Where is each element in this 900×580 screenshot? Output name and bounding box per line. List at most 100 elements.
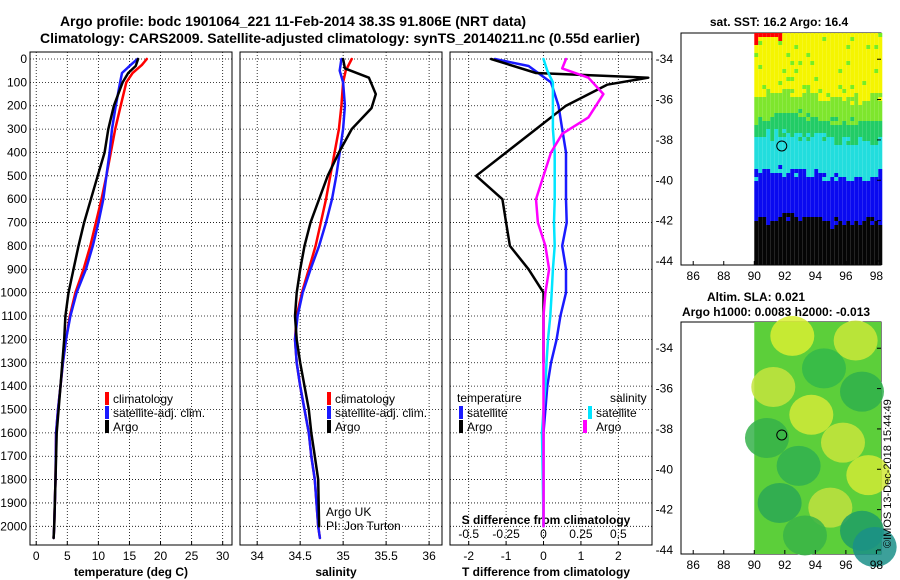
sst-cell [798,245,803,249]
sst-cell [866,193,871,197]
sst-cell [874,173,879,177]
sst-cell [830,89,835,93]
sst-cell [838,69,843,73]
sst-cell [762,209,767,213]
sst-cell [786,221,791,225]
sst-cell [806,73,811,77]
sst-cell [786,229,791,233]
sst-cell [778,145,783,149]
sst-cell [854,53,859,57]
sst-cell [782,249,787,253]
sst-cell [758,201,763,205]
sst-cell [782,257,787,261]
sst-cell [830,53,835,57]
sst-cell [862,49,867,53]
lat-tick-label: -38 [656,133,674,147]
sst-cell [766,97,771,101]
sst-cell [786,225,791,229]
sst-cell [774,141,779,145]
sst-cell [854,93,859,97]
sst-cell [766,149,771,153]
sst-cell [794,161,799,165]
sst-cell [798,33,803,37]
sst-cell [842,245,847,249]
sst-cell [758,113,763,117]
sst-cell [766,229,771,233]
sst-cell [814,137,819,141]
sst-cell [754,249,759,253]
sst-cell [870,225,875,229]
sst-cell [878,257,883,261]
sst-cell [822,221,827,225]
sst-cell [866,165,871,169]
sst-cell [862,197,867,201]
sst-cell [770,113,775,117]
sst-cell [842,253,847,257]
sst-cell [870,81,875,85]
sst-cell [814,209,819,213]
sst-cell [762,237,767,241]
sst-cell [754,169,759,173]
sst-cell [790,33,795,37]
sst-cell [878,85,883,89]
sst-cell [762,145,767,149]
sst-cell [862,85,867,89]
sst-cell [778,141,783,145]
sst-cell [854,221,859,225]
sst-cell [814,173,819,177]
sst-cell [834,253,839,257]
sst-cell [818,229,823,233]
sst-cell [814,85,819,89]
sst-cell [786,57,791,61]
sst-cell [854,173,859,177]
sst-cell [862,121,867,125]
sst-cell [830,181,835,185]
sst-cell [790,53,795,57]
sst-cell [802,225,807,229]
sst-cell [758,241,763,245]
sst-cell [762,33,767,37]
sst-cell [826,117,831,121]
sst-cell [854,69,859,73]
sst-cell [826,49,831,53]
sst-cell [874,41,879,45]
sst-cell [822,81,827,85]
series-line-satellite-adj-clim- [293,57,347,540]
sst-cell [814,233,819,237]
sst-cell [830,153,835,157]
sst-cell [754,257,759,261]
sst-cell [858,101,863,105]
sst-cell [754,201,759,205]
sst-cell [786,61,791,65]
sst-cell [814,53,819,57]
sst-cell [758,197,763,201]
sst-cell [818,41,823,45]
lon-tick-label: 96 [839,269,853,283]
sst-cell [826,141,831,145]
sst-cell [790,81,795,85]
sst-cell [850,89,855,93]
sst-cell [770,73,775,77]
sst-cell [830,93,835,97]
sst-cell [878,33,883,37]
sst-cell [778,201,783,205]
sst-cell [758,85,763,89]
difference-series [474,57,650,528]
sst-cell [778,49,783,53]
sst-cell [854,65,859,69]
legend-swatch-satellite [105,406,109,419]
sst-cell [798,37,803,41]
sst-cell [798,145,803,149]
sst-cell [766,253,771,257]
sst-cell [862,261,867,265]
sst-cell [866,253,871,257]
sst-cell [762,133,767,137]
sst-cell [870,161,875,165]
temperature-legend: climatology satellite-adj. clim. Argo [105,392,205,434]
sst-cell [834,125,839,129]
sst-cell [774,245,779,249]
sst-cell [758,149,763,153]
sst-cell [794,189,799,193]
sst-cell [754,177,759,181]
sst-cell [826,161,831,165]
